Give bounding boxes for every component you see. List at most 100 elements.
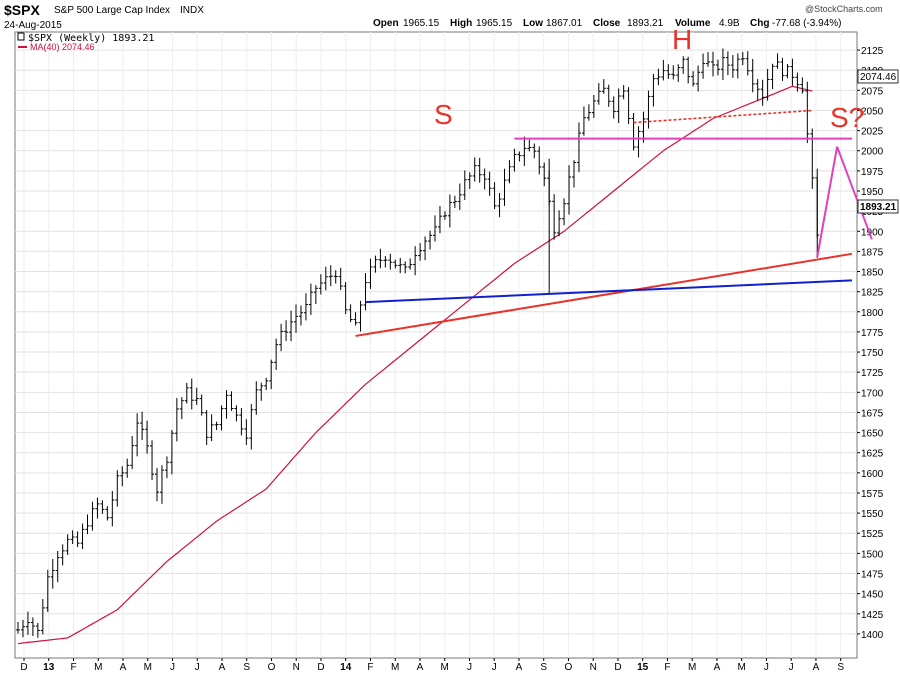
ohlc-bar (338, 267, 343, 291)
ohlc-bar (155, 467, 159, 502)
ohlc-bar (229, 391, 234, 411)
ohlc-bar (770, 63, 775, 90)
y-tick-label: 2125 (861, 46, 884, 57)
legend-price-swatch (17, 32, 25, 41)
ohlc-bar (264, 377, 269, 391)
trendline-magenta (836, 146, 873, 240)
ohlc-bar (661, 59, 666, 81)
ohlc-bar (805, 81, 810, 144)
ohlc-bar (368, 258, 373, 289)
x-tick-label: D (317, 662, 324, 673)
x-tick-label: D (20, 662, 27, 673)
ohlc-bar (487, 171, 492, 196)
x-tick-label: A (714, 662, 721, 673)
ohlc-bar (591, 94, 596, 118)
ohlc-bar (552, 194, 557, 240)
x-tick-label: O (565, 662, 573, 673)
trendline-red (355, 252, 853, 337)
index-name: S&P 500 Large Cap Index (54, 5, 170, 16)
ohlc-bar (701, 53, 706, 79)
ohlc-bar (115, 470, 120, 507)
ohlc-bar (259, 382, 264, 401)
y-tick-label: 1575 (861, 489, 884, 500)
watermark: @StockCharts.com (805, 4, 883, 14)
y-tick-label: 2025 (861, 127, 884, 138)
y-tick-label: 1600 (861, 469, 884, 480)
ohlc-bar (294, 304, 298, 333)
ohlc-bar (596, 83, 601, 105)
ohlc-bar (621, 85, 626, 100)
ohlc-bar (214, 421, 219, 430)
ohlc-bar (681, 56, 686, 74)
ohlc-bar (348, 304, 353, 323)
ohlc-bar (313, 285, 318, 304)
ohlc-bar (209, 414, 214, 442)
ohlc-bar (249, 404, 254, 450)
ohlc-bar (557, 210, 562, 237)
ohlc-bar (333, 270, 338, 284)
x-tick-label: 13 (43, 662, 55, 673)
ohlc-bar (601, 79, 606, 94)
close-label: Close (593, 18, 621, 29)
ohlc-bar (343, 282, 348, 315)
ohlc-bar (393, 259, 398, 269)
annotation-right-shoulder: S? (830, 102, 864, 133)
x-tick-label: M (441, 662, 449, 673)
chg-value: -77.68 (-3.94%) (772, 18, 841, 29)
x-axis: D 13 F M A M J J A S O N D 14 F M A M J J A S O N D 15 F M A M J J A S (20, 658, 844, 673)
ohlc-bar (403, 261, 408, 274)
ohlc-bar (70, 530, 75, 545)
x-tick-label: M (738, 662, 746, 673)
ohlc-bar (65, 534, 70, 555)
ohlc-bar (35, 622, 40, 638)
ohlc-bar (611, 96, 616, 119)
ma40-polyline (17, 85, 813, 645)
y-tick-label: 1800 (861, 308, 884, 319)
x-tick-label: D (614, 662, 621, 673)
ohlc-bar (298, 305, 303, 326)
trendlines (355, 109, 873, 337)
ohlc-bar (353, 312, 358, 326)
ohlc-bar (105, 506, 110, 521)
ohlc-bar (378, 248, 383, 269)
ohlc-bar (224, 390, 229, 419)
exchange: INDX (180, 5, 204, 16)
y-tick-label: 2075 (861, 86, 884, 97)
x-tick-label: A (516, 662, 523, 673)
low-label: Low (523, 18, 543, 29)
ohlc-bar (269, 359, 274, 390)
x-tick-label: N (590, 662, 597, 673)
date: 24-Aug-2015 (4, 20, 62, 31)
ohlc-bar (745, 51, 750, 76)
ohlc-bar (428, 230, 433, 250)
ohlc-bar (318, 274, 323, 295)
ohlc-bar (606, 84, 611, 107)
ohlc-bar (691, 71, 696, 87)
ohlc-header: Open 1965.15 High 1965.15 Low 1867.01 Cl… (373, 18, 841, 29)
ohlc-bar (567, 165, 572, 215)
ohlc-bar (616, 88, 621, 123)
ohlc-bar (150, 440, 155, 481)
ohlc-bar (676, 64, 681, 82)
ohlc-bar (323, 266, 328, 291)
x-tick-label: O (268, 662, 276, 673)
y-tick-label: 1775 (861, 328, 884, 339)
x-tick-label: S (540, 662, 547, 673)
trendline-magenta (816, 146, 839, 258)
x-tick-label: A (219, 662, 226, 673)
ohlc-bar (755, 79, 760, 101)
ohlc-bar (706, 52, 711, 67)
grid (15, 32, 857, 658)
ohlc-bar (358, 300, 363, 332)
high-label: High (450, 18, 472, 29)
ma40-line (17, 85, 813, 645)
ohlc-bar (244, 419, 249, 445)
ohlc-bar (502, 168, 507, 206)
legend: $SPX (Weekly) 1893.21 MA(40) 2074.46 (17, 32, 154, 52)
ohlc-bar (145, 420, 150, 454)
ohlc-bar (85, 514, 90, 535)
ohlc-bar (363, 273, 368, 311)
ohlc-bar (164, 456, 169, 479)
close-tag-text: 1893.21 (860, 202, 897, 213)
ohlc-bar (686, 56, 691, 84)
